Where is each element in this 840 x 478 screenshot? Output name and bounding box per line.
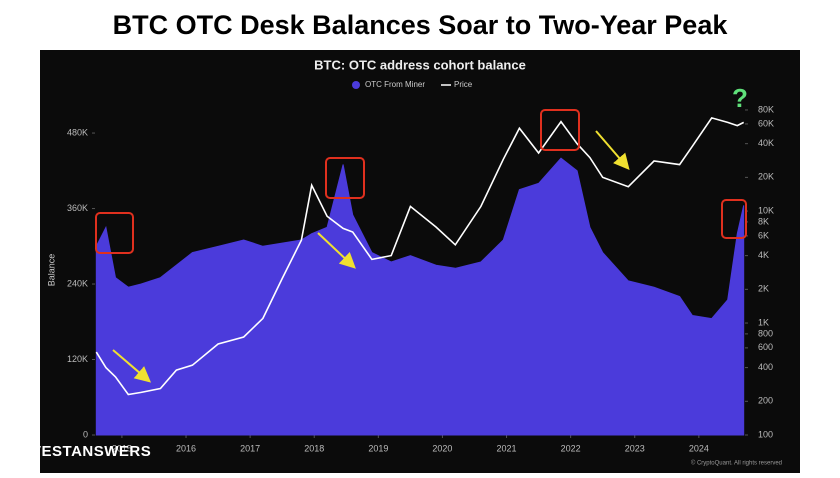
legend-swatch [352, 81, 360, 89]
headline: BTC OTC Desk Balances Soar to Two-Year P… [113, 10, 729, 40]
x-tick-label: 2020 [432, 443, 452, 453]
x-tick-label: 2023 [625, 443, 645, 453]
y2-tick-label: 60K [758, 118, 774, 128]
annotations [95, 109, 747, 254]
x-tick-label: 2016 [176, 443, 196, 453]
y2-tick-label: 4K [758, 250, 769, 260]
source: © CryptoQuant. All rights reserved [691, 460, 782, 467]
y-tick-label: 240K [67, 278, 88, 288]
highlight-box [95, 212, 134, 254]
highlight-box [325, 157, 365, 199]
y2-tick-label: 8K [758, 216, 769, 226]
y2-tick-label: 600 [758, 342, 773, 352]
y2-tick-label: 10K [758, 205, 774, 215]
y2-tick-label: 20K [758, 172, 774, 182]
y2-tick-label: 200 [758, 396, 773, 406]
arrows [112, 130, 630, 383]
highlight-box [540, 109, 580, 151]
x-tick-label: 2021 [497, 443, 517, 453]
y-tick-label: 360K [67, 203, 88, 213]
y-tick-label: 120K [67, 354, 88, 364]
arrow [595, 130, 630, 171]
x-tick-label: 2017 [240, 443, 260, 453]
y2-tick-label: 6K [758, 230, 769, 240]
question-mark: ? [732, 83, 748, 113]
x-tick-label: 2022 [561, 443, 581, 453]
y2-tick-label: 80K [758, 104, 774, 114]
highlight-box [721, 199, 747, 239]
legend-label: Price [454, 80, 473, 89]
y2-tick-label: 2K [758, 284, 769, 294]
x-tick-label: 2019 [368, 443, 388, 453]
y-tick-label: 480K [67, 127, 88, 137]
y2-tick-label: 1K [758, 317, 769, 327]
arrow [112, 349, 152, 383]
y2-tick-label: 400 [758, 362, 773, 372]
arrow [317, 232, 356, 269]
price-line [95, 116, 745, 396]
legend-label: OTC From Miner [365, 80, 425, 89]
y2-tick-label: 40K [758, 138, 774, 148]
x-tick-label: 2018 [304, 443, 324, 453]
brand: INVESTANSWERS [15, 443, 151, 460]
x-tick-label: 2024 [689, 443, 709, 453]
y2-tick-label: 800 [758, 328, 773, 338]
y2-tick-label: 100 [758, 429, 773, 439]
balance-area [95, 157, 745, 436]
y-axis-label: Balance [46, 254, 56, 287]
chart-title: BTC: OTC address cohort balance [314, 57, 526, 72]
y-tick-label: 0 [83, 429, 88, 439]
x-tick-label: 2015 [112, 443, 132, 453]
